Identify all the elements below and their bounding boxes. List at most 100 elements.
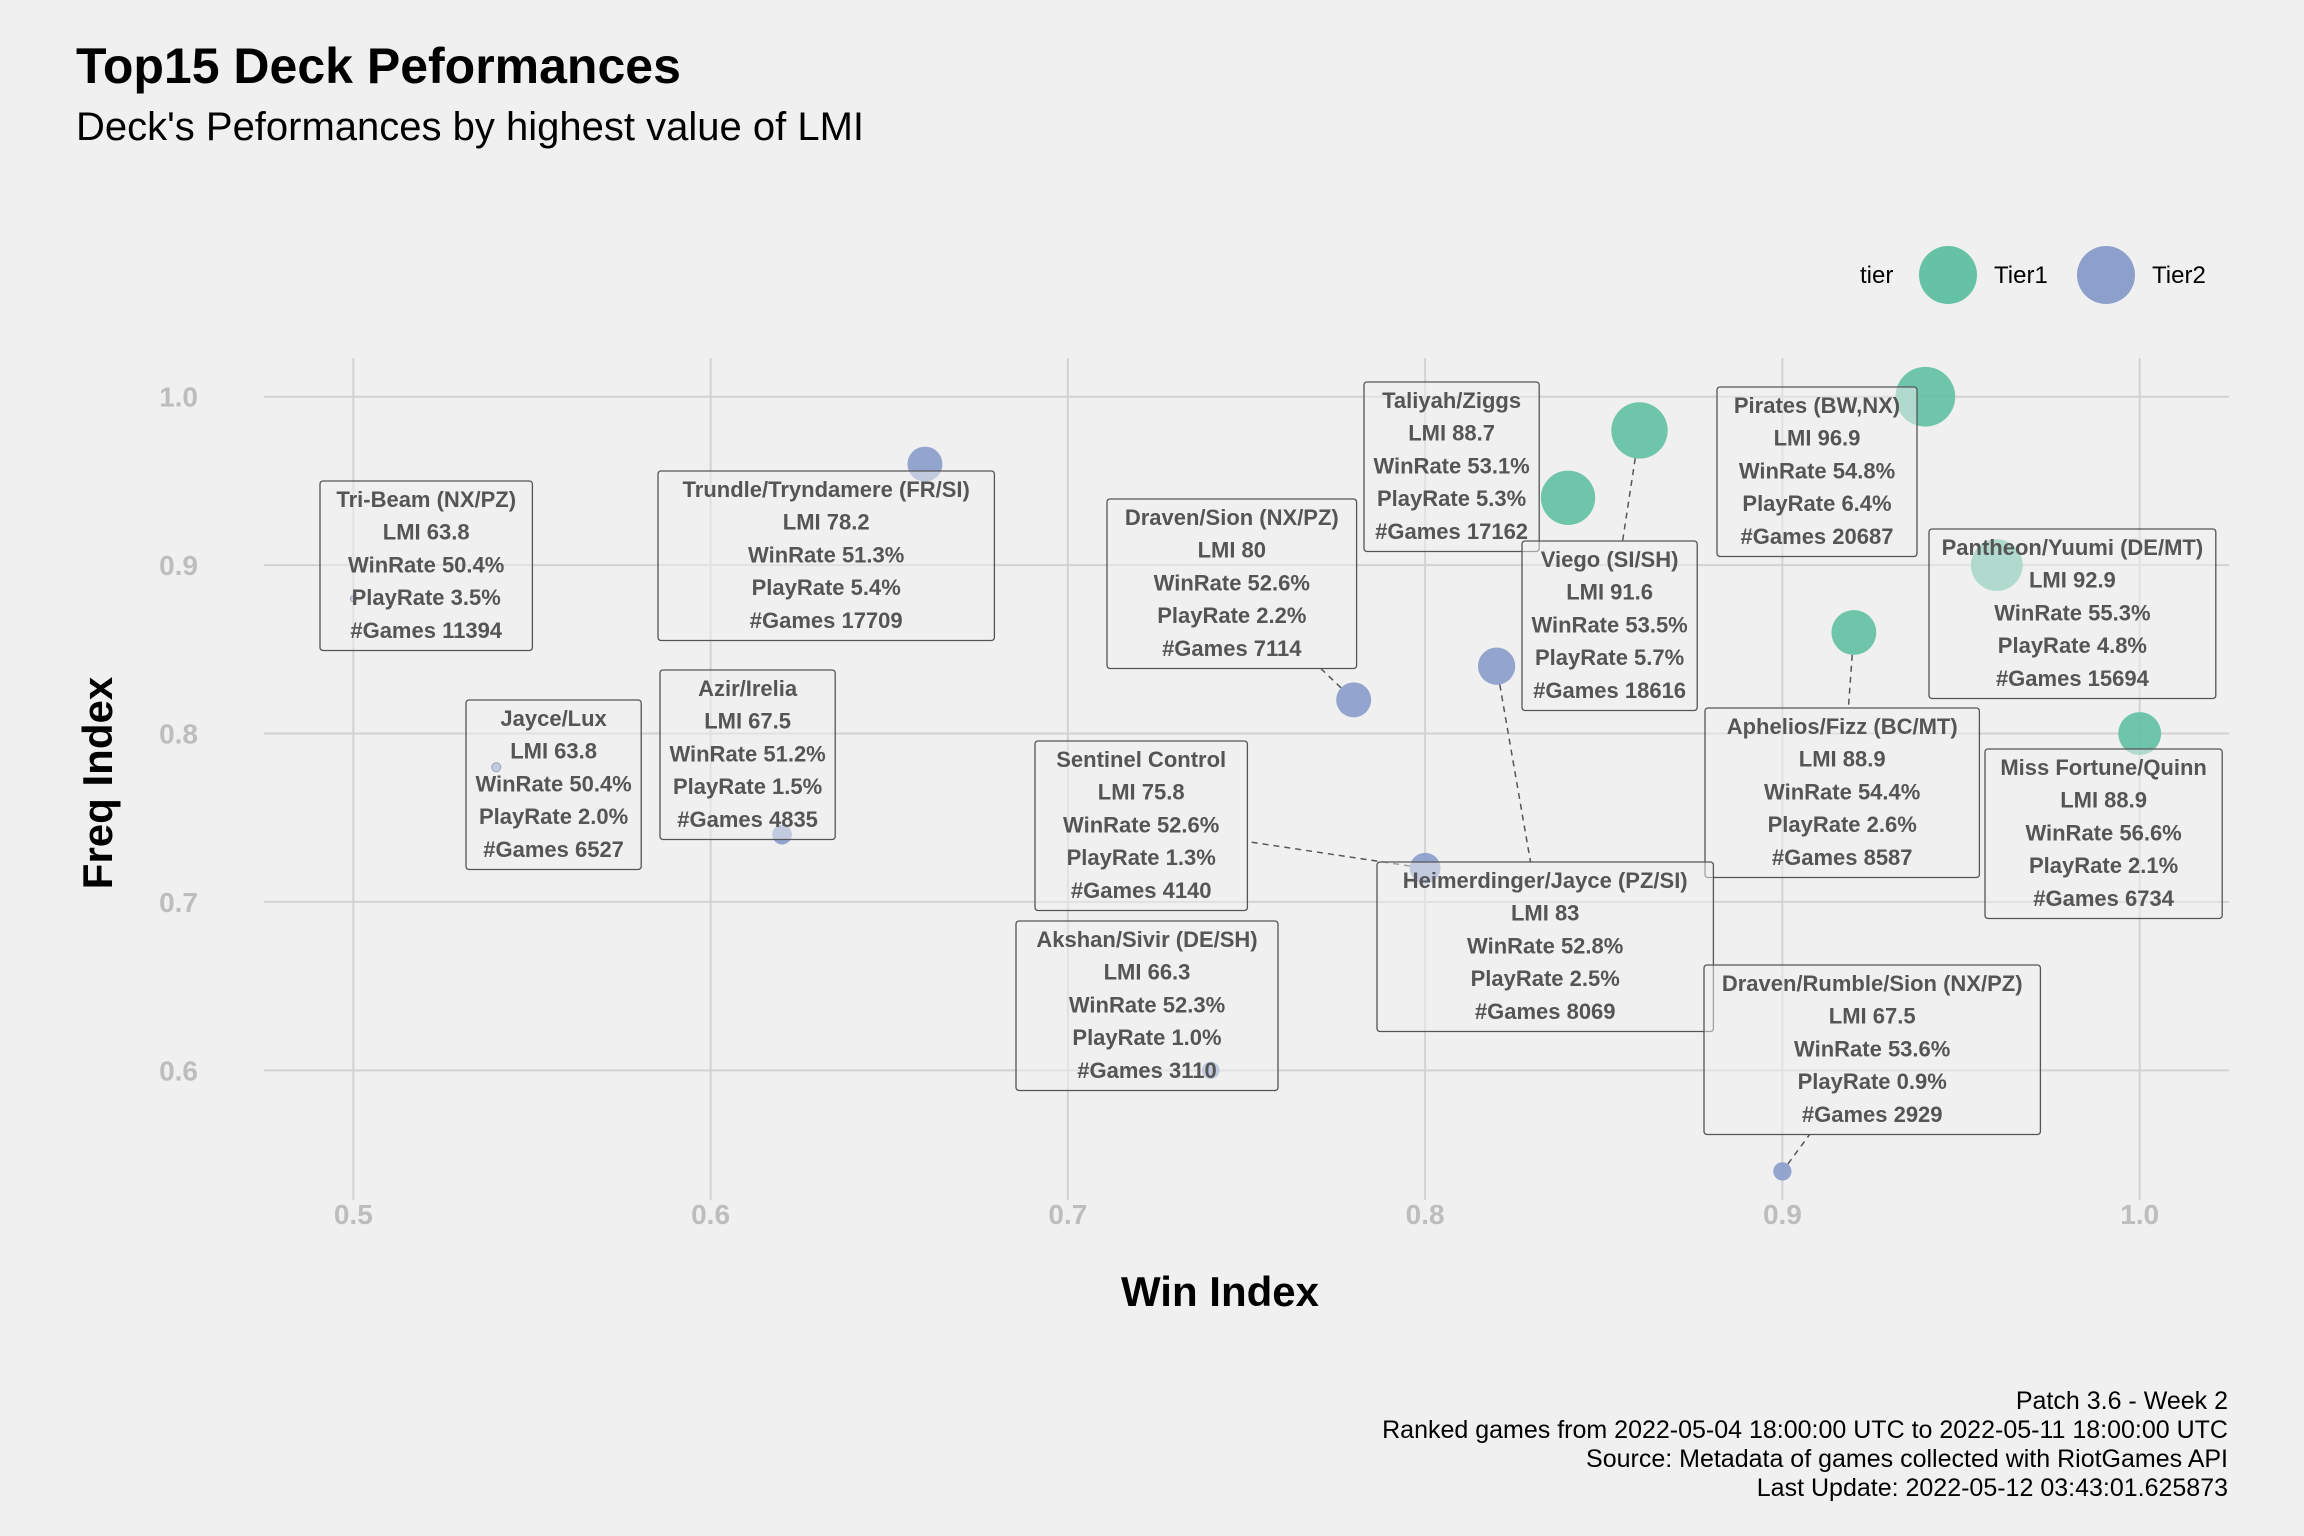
x-axis-ticks: 0.5 0.6 0.7 0.8 0.9 1.0: [334, 1199, 2159, 1230]
data-label-line: #Games 3110: [1077, 1058, 1216, 1083]
data-label-line: Heimerdinger/Jayce (PZ/SI): [1403, 868, 1688, 893]
data-point: [1336, 682, 1372, 718]
data-label-line: LMI 78.2: [783, 510, 870, 535]
x-tick-label: 1.0: [2120, 1199, 2159, 1230]
data-point: [1773, 1162, 1792, 1181]
y-axis-title: Freq Index: [74, 676, 121, 889]
data-label-box: [1716, 386, 1918, 558]
data-label-line: Miss Fortune/Quinn: [2000, 755, 2207, 780]
x-tick-label: 0.9: [1763, 1199, 1802, 1230]
data-point: [2118, 712, 2162, 755]
data-label-box: [1703, 964, 2042, 1136]
legend-label-tier2: Tier2: [2152, 262, 2206, 289]
data-label-line: LMI 91.6: [1566, 580, 1653, 605]
data-label-line: #Games 8587: [1772, 845, 1913, 870]
caption-line-last-update: Last Update: 2022-05-12 03:43:01.625873: [1757, 1474, 2228, 1502]
data-label: Tri-Beam (NX/PZ) LMI 63.8 WinRate 50.4% Pla…: [319, 480, 534, 652]
chart-subtitle: Deck's Peformances by highest value of L…: [76, 105, 864, 149]
data-point: [1611, 402, 1668, 459]
data-label-line: WinRate 52.8%: [1467, 933, 1623, 958]
data-label-line: #Games 11394: [350, 618, 502, 643]
data-label-box: [1034, 740, 1249, 912]
data-label-line: #Games 18616: [1533, 678, 1686, 703]
data-label-line: LMI 63.8: [383, 520, 470, 545]
caption-line-source: Source: Metadata of games collected with…: [1586, 1445, 2228, 1473]
y-tick-label: 0.8: [159, 719, 198, 750]
label-leader-line: [1320, 667, 1342, 689]
label-leader-line: [1621, 458, 1636, 542]
x-tick-label: 0.7: [1048, 1199, 1087, 1230]
data-label-line: WinRate 53.6%: [1794, 1036, 1950, 1061]
data-label-line: WinRate 50.4%: [348, 552, 504, 577]
data-label-line: WinRate 51.3%: [748, 542, 904, 567]
data-label-line: LMI 88.9: [2060, 788, 2147, 813]
data-label-line: #Games 6527: [483, 837, 624, 862]
data-label-line: PlayRate 1.5%: [673, 774, 822, 799]
data-label-line: PlayRate 4.8%: [1998, 633, 2147, 658]
data-label-line: PlayRate 1.3%: [1067, 845, 1216, 870]
data-label-line: PlayRate 2.2%: [1157, 603, 1306, 628]
data-label-line: #Games 8069: [1475, 999, 1616, 1024]
data-label-line: WinRate 54.8%: [1739, 458, 1895, 483]
legend-key-tier1: [1919, 246, 1977, 304]
y-tick-label: 0.7: [159, 887, 198, 918]
data-label-line: Sentinel Control: [1056, 747, 1226, 772]
data-label-line: #Games 17162: [1375, 519, 1528, 544]
data-label-line: WinRate 54.4%: [1764, 779, 1920, 804]
data-label-line: #Games 17709: [750, 608, 903, 633]
data-label: Draven/Rumble/Sion (NX/PZ) LMI 67.5 WinRat…: [1703, 964, 2042, 1136]
data-label-line: PlayRate 2.0%: [479, 804, 628, 829]
data-label-box: [659, 669, 836, 841]
data-label-line: PlayRate 1.0%: [1072, 1025, 1221, 1050]
data-label: Draven/Sion (NX/PZ) LMI 80 WinRate 52.6% Pl…: [1106, 498, 1358, 670]
data-label-line: Aphelios/Fizz (BC/MT): [1727, 714, 1958, 739]
data-label: Miss Fortune/Quinn LMI 88.9 WinRate 56.6% P…: [1984, 748, 2223, 920]
data-point: [1831, 610, 1877, 655]
data-label-line: LMI 92.9: [2029, 568, 2116, 593]
data-label-line: #Games 2929: [1802, 1102, 1943, 1127]
caption: Patch 3.6 - Week 2 Ranked games from 202…: [1382, 1387, 2228, 1502]
data-label-line: WinRate 52.3%: [1069, 992, 1225, 1017]
data-label-line: Trundle/Tryndamere (FR/SI): [683, 477, 970, 502]
data-label: Taliyah/Ziggs LMI 88.7 WinRate 53.1% PlayRa…: [1363, 381, 1540, 553]
data-label-line: WinRate 53.5%: [1531, 612, 1687, 637]
data-label: Trundle/Tryndamere (FR/SI) LMI 78.2 WinRat…: [657, 470, 996, 642]
data-label-line: LMI 67.5: [1829, 1004, 1916, 1029]
data-label-line: Pantheon/Yuumi (DE/MT): [1942, 535, 2204, 560]
data-label-box: [1363, 381, 1540, 553]
data-label-line: PlayRate 2.6%: [1768, 812, 1917, 837]
data-label: Akshan/Sivir (DE/SH) LMI 66.3 WinRate 52.3…: [1015, 920, 1279, 1092]
data-label-line: PlayRate 5.7%: [1535, 645, 1684, 670]
data-label: Sentinel Control LMI 75.8 WinRate 52.6% Pla…: [1034, 740, 1249, 912]
x-tick-label: 0.5: [334, 1199, 373, 1230]
caption-line-patch: Patch 3.6 - Week 2: [2016, 1387, 2228, 1415]
data-label: Aphelios/Fizz (BC/MT) LMI 88.9 WinRate 54.…: [1704, 707, 1981, 879]
data-label-box: [1984, 748, 2223, 920]
data-label: Pantheon/Yuumi (DE/MT) LMI 92.9 WinRate 55…: [1928, 528, 2217, 700]
data-label-line: PlayRate 0.9%: [1798, 1069, 1947, 1094]
data-label-box: [1106, 498, 1358, 670]
legend: tier Tier1 Tier2: [1860, 246, 2206, 304]
data-label: Viego (SI/SH) LMI 91.6 WinRate 53.5% PlayRa…: [1521, 540, 1698, 712]
data-label-box: [1521, 540, 1698, 712]
y-tick-label: 0.9: [159, 550, 198, 581]
data-label-box: [1015, 920, 1279, 1092]
data-label-line: LMI 66.3: [1104, 960, 1191, 985]
data-label-line: WinRate 52.6%: [1154, 570, 1310, 595]
label-leader-line: [1787, 1134, 1811, 1165]
data-label-box: [1376, 861, 1715, 1033]
data-label-line: LMI 80: [1198, 538, 1266, 563]
data-label-line: LMI 83: [1511, 901, 1579, 926]
data-label-line: #Games 4835: [677, 807, 818, 832]
y-tick-label: 1.0: [159, 382, 198, 413]
data-label-box: [1704, 707, 1981, 879]
data-point: [1477, 647, 1516, 685]
x-axis-title: Win Index: [1121, 1268, 1320, 1315]
data-label-line: Azir/Irelia: [698, 676, 798, 701]
data-label-box: [1928, 528, 2217, 700]
y-axis-ticks: 0.6 0.7 0.8 0.9 1.0: [159, 382, 198, 1087]
data-label: Azir/Irelia LMI 67.5 WinRate 51.2% PlayRate…: [659, 669, 836, 841]
data-label-line: LMI 75.8: [1098, 780, 1185, 805]
data-label-line: Draven/Sion (NX/PZ): [1125, 505, 1339, 530]
data-label-line: #Games 20687: [1741, 524, 1894, 549]
